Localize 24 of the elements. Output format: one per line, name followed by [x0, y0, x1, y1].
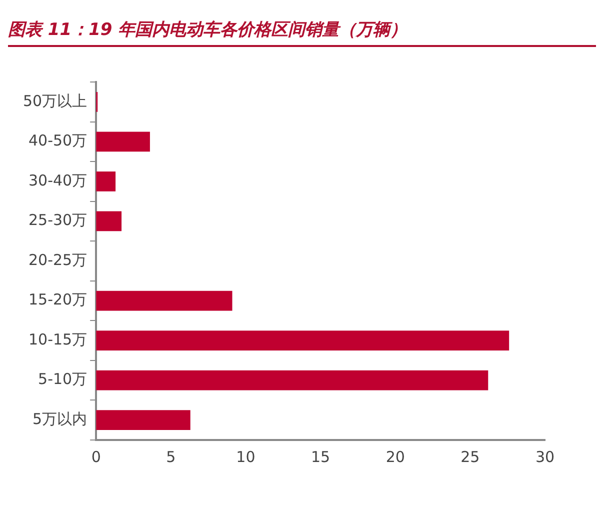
bar — [96, 370, 488, 390]
x-tick-label: 20 — [386, 448, 405, 466]
x-tick-label: 25 — [460, 448, 480, 466]
y-tick-label: 10-15万 — [28, 330, 88, 348]
y-tick-label: 5万以内 — [32, 410, 88, 428]
y-tick-label: 5-10万 — [38, 370, 88, 388]
chart-title: 图表 11：19 年国内电动车各价格区间销量（万辆） — [8, 18, 596, 47]
x-tick-label: 30 — [535, 448, 555, 466]
y-tick-label: 30-40万 — [28, 171, 88, 190]
bar — [96, 290, 232, 311]
x-tick-label: 10 — [236, 448, 256, 466]
y-tick-label: 20-25万 — [28, 250, 88, 269]
y-tick-label: 25-30万 — [28, 211, 88, 230]
bar — [96, 211, 122, 232]
y-tick-label: 15-20万 — [28, 290, 88, 309]
bar — [96, 330, 510, 350]
bar — [96, 132, 150, 152]
x-tick-label: 0 — [91, 448, 101, 466]
x-tick-label: 15 — [310, 448, 330, 466]
bar — [96, 410, 190, 430]
x-tick-label: 5 — [166, 448, 176, 466]
bar — [96, 172, 116, 192]
y-tick-label: 50万以上 — [22, 92, 88, 110]
y-tick-label: 40-50万 — [28, 132, 88, 150]
